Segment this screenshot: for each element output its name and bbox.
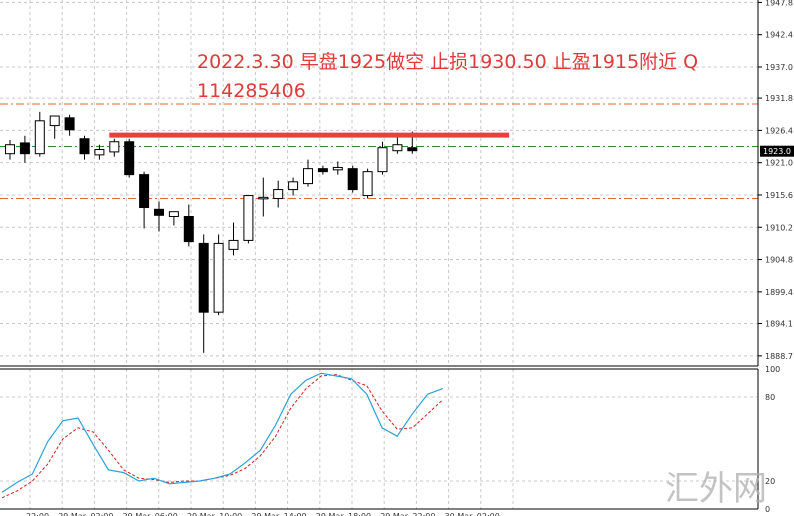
- time-tick-label: 30 Mar: [445, 512, 474, 516]
- candle-body-bull: [303, 168, 313, 185]
- price-levels: [0, 103, 758, 200]
- price-tick-label: 1921.0: [765, 159, 793, 168]
- oscillator-tick-label: 0: [765, 505, 770, 514]
- candle: [154, 201, 164, 232]
- price-tick-label: 1942.4: [765, 31, 793, 40]
- price-tick-label: 1888.7: [765, 352, 793, 361]
- candle-body-bear: [139, 174, 150, 209]
- candle-body-bear: [407, 147, 418, 152]
- candle-body-bull: [392, 144, 403, 152]
- time-tick-label: 29 Mar: [380, 512, 409, 516]
- candle-body-bull: [49, 115, 60, 127]
- price-tick-label: 1915.6: [765, 191, 793, 200]
- candle: [5, 139, 15, 160]
- current-price-badge: [760, 145, 794, 157]
- candle: [243, 195, 254, 244]
- candle-body-bull: [362, 171, 373, 197]
- candle: [258, 177, 269, 217]
- time-tick-label: 29 Mar: [187, 512, 216, 516]
- price-tick-label: 1937.0: [765, 63, 793, 72]
- candle-body-bear: [347, 168, 358, 191]
- candle-body-bear: [154, 208, 164, 216]
- candle-body-bear: [79, 138, 90, 155]
- candle-body-bull: [34, 120, 45, 155]
- candle-body-bull: [377, 147, 388, 173]
- chart-grid: [0, 0, 758, 509]
- time-tick-label: 06:00: [155, 512, 178, 516]
- price-tick-label: 1926.4: [765, 126, 793, 135]
- candle: [303, 159, 313, 187]
- candle: [124, 138, 135, 178]
- annotation-line-1: 2022.3.30 早盘1925做空 止损1930.50 止盈1915附近 Q: [197, 51, 698, 73]
- candle-body-bear: [64, 117, 75, 131]
- annotation-line-2: 114285406: [197, 80, 306, 102]
- candle: [79, 135, 90, 160]
- time-tick-label: 18:00: [348, 512, 371, 516]
- candle-body-bear: [198, 242, 209, 313]
- watermark-text: 汇外网: [665, 469, 767, 509]
- candle: [288, 177, 299, 196]
- time-tick-label: 29 Mar: [316, 512, 345, 516]
- candle-body-bull: [94, 149, 105, 156]
- candle-body-bear: [183, 215, 194, 243]
- candle: [168, 211, 179, 226]
- price-tick-label: 1899.4: [765, 288, 793, 297]
- time-tick-label: 10:00: [219, 512, 242, 516]
- time-tick-label: 29 Mar: [123, 512, 152, 516]
- time-tick-label: 02:00: [90, 512, 113, 516]
- candle-body-bull: [258, 196, 269, 200]
- candle-body-bear: [19, 142, 30, 155]
- stochastic-oscillator: [1, 372, 444, 499]
- candle: [198, 234, 209, 353]
- candle: [332, 161, 343, 175]
- candle: [317, 165, 328, 175]
- candle: [377, 141, 388, 175]
- candle-body-bull: [109, 141, 120, 153]
- candlesticks: [5, 111, 418, 353]
- candle-body-bull: [5, 144, 15, 155]
- price-tick-label: 1910.2: [765, 223, 793, 232]
- price-tick-label: 1947.8: [765, 0, 793, 7]
- price-tick-label: 1904.8: [765, 256, 793, 265]
- current-price-label: 1923.0: [763, 147, 791, 156]
- candle: [139, 171, 150, 229]
- candle-body-bull: [168, 211, 179, 217]
- oscillator-tick-label: 20: [765, 477, 775, 486]
- oscillator-tick-label: 100: [765, 365, 780, 374]
- candle: [362, 168, 373, 199]
- candle: [347, 165, 358, 193]
- candle-body-bull: [273, 189, 284, 200]
- candle-body-bull: [228, 239, 239, 250]
- candle: [109, 138, 120, 157]
- candle: [94, 144, 105, 160]
- candle-body-bear: [124, 141, 135, 176]
- time-tick-label: 22:00: [412, 512, 435, 516]
- candle: [64, 114, 75, 136]
- candle-body-bear: [317, 168, 328, 173]
- price-tick-label: 1894.1: [765, 320, 793, 329]
- time-tick-label: 22:00: [26, 512, 49, 516]
- candle-body-bull: [213, 242, 224, 313]
- candle: [213, 234, 224, 316]
- candle: [19, 135, 30, 163]
- candle: [273, 180, 284, 208]
- candle: [228, 222, 239, 256]
- candle: [34, 111, 45, 157]
- oscillator-tick-label: 80: [765, 393, 775, 402]
- time-tick-label: 02:00: [477, 512, 500, 516]
- time-tick-label: 14:00: [284, 512, 307, 516]
- candle-body-bull: [243, 195, 254, 241]
- candle-body-bull: [288, 181, 299, 191]
- candle: [183, 204, 194, 247]
- candle: [49, 115, 60, 139]
- time-tick-label: 29 Mar: [58, 512, 87, 516]
- oscillator-main-line: [1, 372, 444, 493]
- oscillator-signal-line: [1, 374, 444, 499]
- price-tick-label: 1931.8: [765, 94, 793, 103]
- time-tick-label: 29 Mar: [251, 512, 280, 516]
- candle-body-bull: [332, 166, 343, 171]
